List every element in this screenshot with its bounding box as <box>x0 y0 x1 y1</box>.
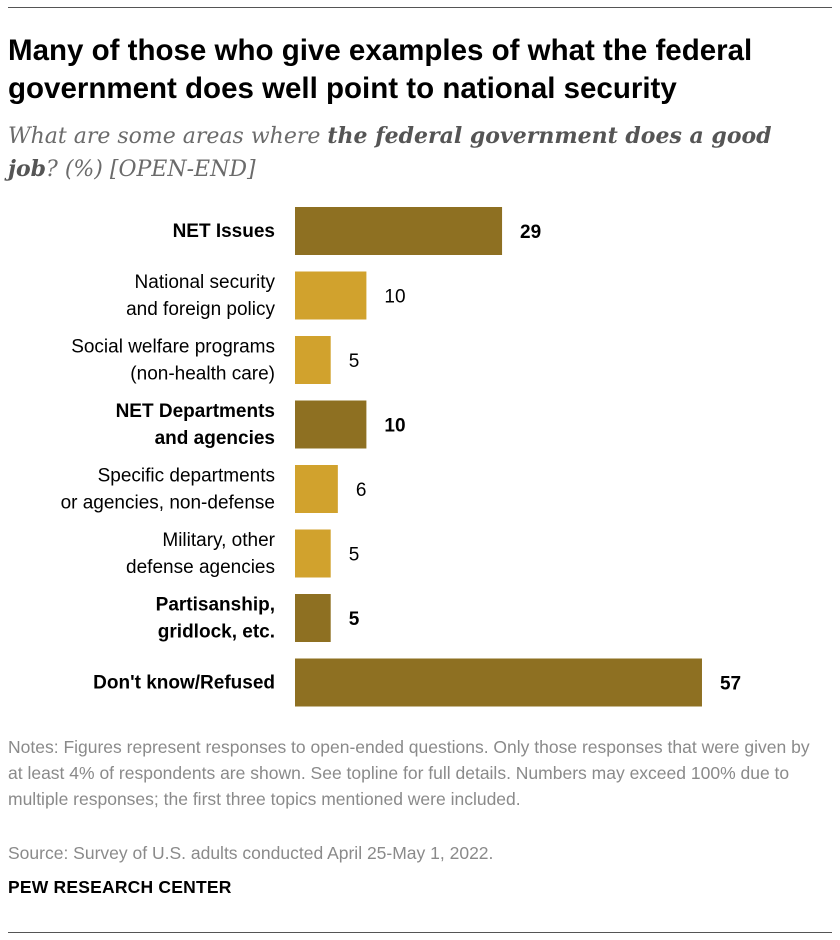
chart-source: Source: Survey of U.S. adults conducted … <box>8 843 494 863</box>
bottom-rule <box>8 932 832 933</box>
category-label: Specific departments or agencies, non-def… <box>61 466 275 514</box>
category-label: National security and foreign policy <box>126 272 275 320</box>
category-label: Don't know/Refused <box>93 673 275 694</box>
chart-subtitle: What are some areas where the federal go… <box>8 120 828 186</box>
chart-title: Many of those who give examples of what … <box>8 34 753 105</box>
top-rule <box>8 7 832 8</box>
bar <box>295 529 331 578</box>
value-label: 6 <box>356 480 367 501</box>
category-label: NET Departments and agencies <box>116 401 275 449</box>
subtitle-emphasis: the federal government does a good job <box>8 123 772 182</box>
value-label: 10 <box>384 287 405 308</box>
subtitle-suffix: ? (%) [OPEN-END] <box>46 157 256 182</box>
subtitle-prefix: What are some areas where <box>8 124 328 149</box>
value-label: 57 <box>720 674 741 695</box>
brand-name: PEW RESEARCH CENTER <box>8 877 232 897</box>
value-label: 5 <box>349 609 360 630</box>
bar <box>295 658 702 707</box>
bar <box>295 271 367 320</box>
bar <box>295 336 331 384</box>
category-label: NET Issues <box>173 221 275 242</box>
bar <box>295 465 338 513</box>
value-label: 5 <box>349 545 360 566</box>
value-label: 10 <box>384 416 405 437</box>
bar <box>295 207 503 255</box>
category-label: Social welfare programs (non-health care) <box>71 337 275 385</box>
bar-chart: NET Issues 29 National security and foreign… <box>61 207 741 707</box>
value-label: 5 <box>349 351 360 372</box>
category-label: Military, other defense agencies <box>126 530 276 578</box>
value-label: 29 <box>520 222 541 243</box>
bar <box>295 594 331 642</box>
category-label: Partisanship, gridlock, etc. <box>156 595 275 643</box>
bar <box>295 400 367 449</box>
chart-notes: Notes: Figures represent responses to op… <box>8 737 810 809</box>
